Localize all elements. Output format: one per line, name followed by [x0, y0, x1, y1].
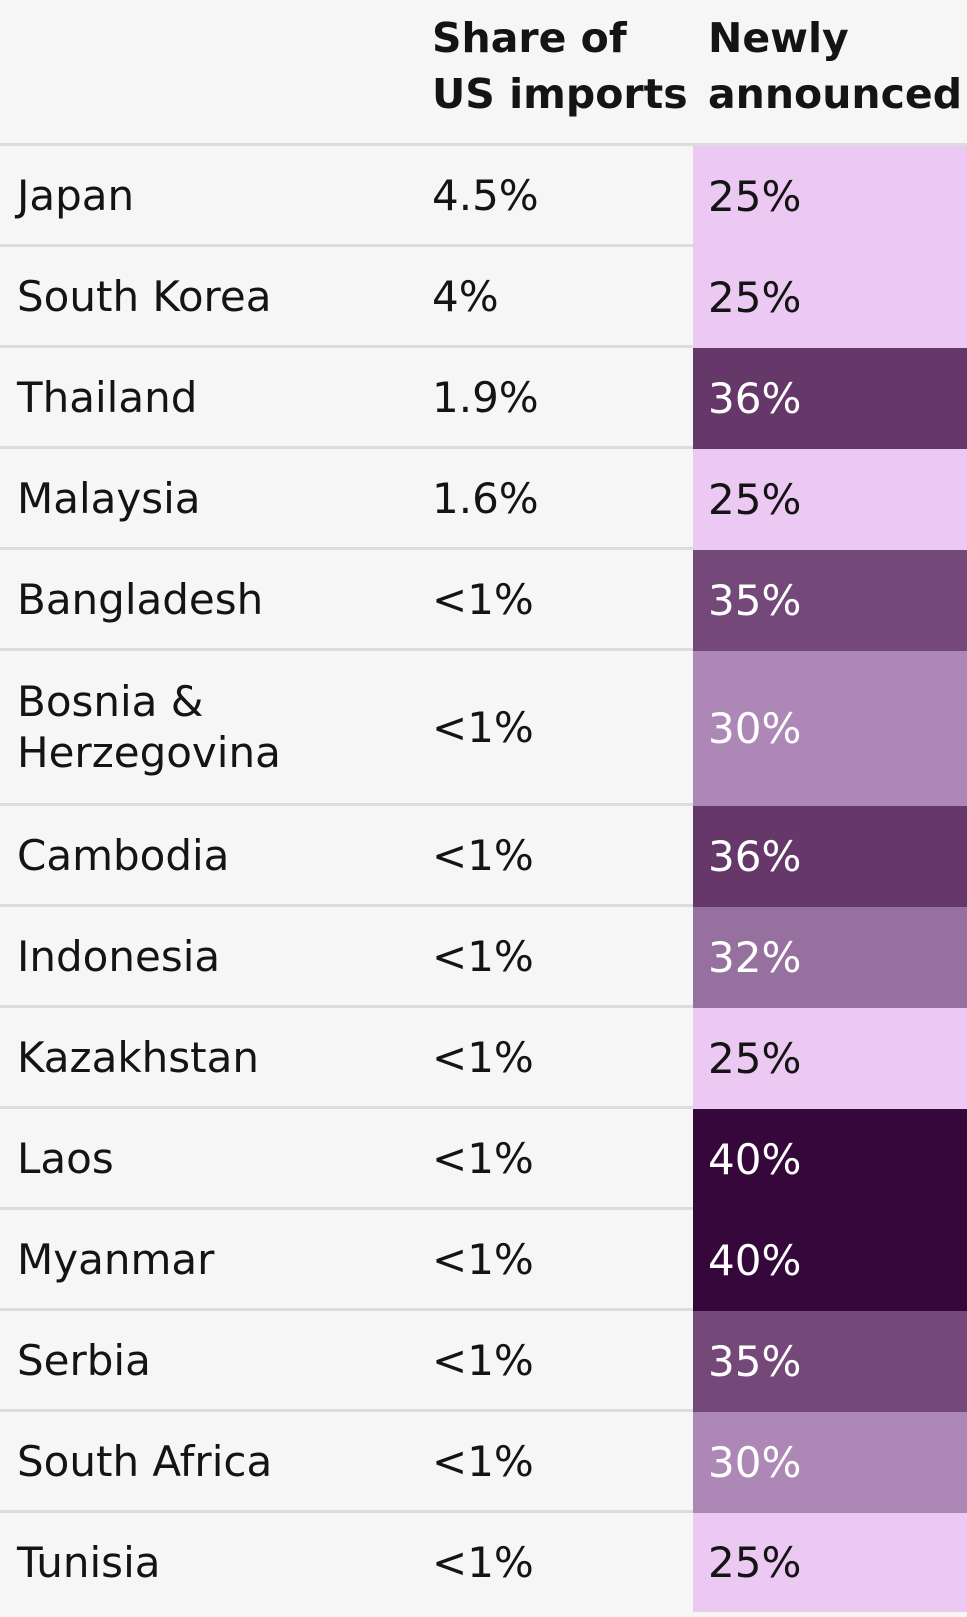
tariff-rate-cell: 25%	[693, 1008, 967, 1109]
tariff-rate-cell: 35%	[693, 550, 967, 651]
country-cell: South Africa	[17, 1412, 417, 1510]
share-cell: <1%	[432, 1032, 534, 1082]
table-row: South Africa <1% 30%	[0, 1412, 967, 1513]
table-row: Malaysia 1.6% 25%	[0, 449, 967, 550]
share-cell: <1%	[432, 1234, 534, 1284]
country-label: Malaysia	[17, 473, 201, 523]
country-label: Laos	[17, 1133, 114, 1183]
country-cell: Myanmar	[17, 1210, 417, 1308]
share-cell: <1%	[432, 1133, 534, 1183]
country-label: South Africa	[17, 1436, 273, 1486]
country-cell: Serbia	[17, 1311, 417, 1409]
table-row: Bangladesh <1% 35%	[0, 550, 967, 651]
table-row: Kazakhstan <1% 25%	[0, 1008, 967, 1109]
country-cell: South Korea	[17, 247, 417, 345]
share-cell: <1%	[432, 830, 534, 880]
country-cell: Malaysia	[17, 449, 417, 547]
share-cell: <1%	[432, 1436, 534, 1486]
tariff-rate-cell: 25%	[693, 247, 967, 348]
country-cell: Bosnia & Herzegovina	[17, 651, 417, 803]
country-label: Bosnia & Herzegovina	[17, 677, 281, 777]
table-row: Serbia <1% 35%	[0, 1311, 967, 1412]
header-newly-announced: Newly announced	[708, 14, 963, 118]
country-cell: Thailand	[17, 348, 417, 446]
table-row: Laos <1% 40%	[0, 1109, 967, 1210]
table-row: Myanmar <1% 40%	[0, 1210, 967, 1311]
country-label: Thailand	[17, 372, 198, 422]
country-label: Tunisia	[17, 1538, 161, 1587]
table-row: Japan 4.5% 25%	[0, 146, 967, 247]
table-row: Tunisia <1% 25%	[0, 1513, 967, 1612]
table-header: Share of US imports Newly announced	[0, 0, 967, 146]
tariff-rate-cell: 25%	[693, 1513, 967, 1612]
share-cell: <1%	[432, 1538, 534, 1587]
share-cell: <1%	[432, 574, 534, 624]
tariff-rate-cell: 36%	[693, 348, 967, 449]
country-cell: Indonesia	[17, 907, 417, 1005]
table-row: Thailand 1.9% 36%	[0, 348, 967, 449]
share-cell: 1.6%	[432, 473, 539, 523]
country-label: Cambodia	[17, 830, 230, 880]
country-cell: Laos	[17, 1109, 417, 1207]
table-body: Japan 4.5% 25% South Korea 4% 25% Thailand 1.9%…	[0, 146, 967, 1612]
tariff-rate-cell: 30%	[693, 1412, 967, 1513]
table-row: Indonesia <1% 32%	[0, 907, 967, 1008]
tariff-rate-cell: 40%	[693, 1210, 967, 1311]
tariff-rate-cell: 32%	[693, 907, 967, 1008]
tariff-rate-cell: 25%	[693, 146, 967, 247]
share-cell: <1%	[432, 931, 534, 981]
country-cell: Kazakhstan	[17, 1008, 417, 1106]
country-cell: Tunisia	[17, 1513, 417, 1612]
country-label: Indonesia	[17, 931, 221, 981]
tariff-rate-cell: 36%	[693, 806, 967, 907]
tariff-rate-cell: 35%	[693, 1311, 967, 1412]
tariff-rate-cell: 25%	[693, 449, 967, 550]
country-label: Serbia	[17, 1335, 151, 1385]
tariff-rate-cell: 40%	[693, 1109, 967, 1210]
table-row: Cambodia <1% 36%	[0, 806, 967, 907]
country-label: Japan	[17, 170, 135, 220]
share-cell: 4.5%	[432, 170, 539, 220]
table-row: Bosnia & Herzegovina <1% 30%	[0, 651, 967, 806]
header-share-of-us-imports: Share of US imports	[432, 14, 688, 118]
table-row: South Korea 4% 25%	[0, 247, 967, 348]
country-label: Bangladesh	[17, 574, 264, 624]
country-cell: Cambodia	[17, 806, 417, 904]
country-label: Kazakhstan	[17, 1032, 259, 1082]
share-cell: 4%	[432, 271, 499, 321]
country-cell: Japan	[17, 146, 417, 244]
country-label: Myanmar	[17, 1234, 215, 1284]
share-cell: 1.9%	[432, 372, 539, 422]
share-cell: <1%	[432, 1335, 534, 1385]
tariff-rate-cell: 30%	[693, 651, 967, 806]
country-label: South Korea	[17, 271, 272, 321]
share-cell: <1%	[432, 702, 534, 752]
country-cell: Bangladesh	[17, 550, 417, 648]
